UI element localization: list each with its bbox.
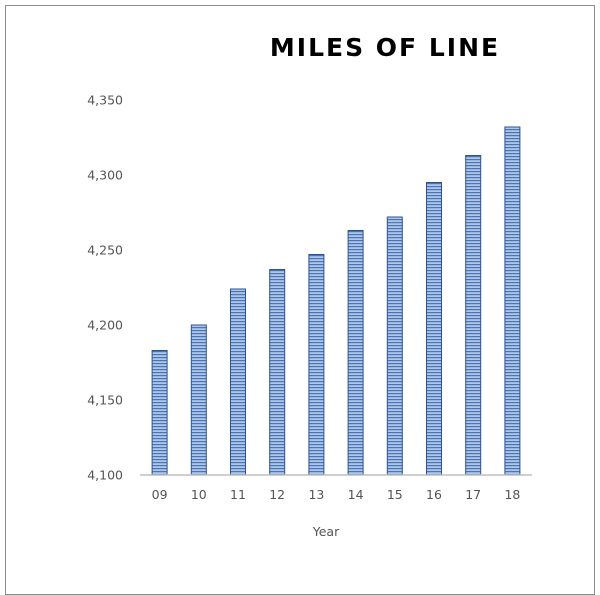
y-tick-label: 4,250 bbox=[87, 243, 123, 258]
x-tick-label: 13 bbox=[308, 487, 324, 502]
y-axis-ticks: 4,100 4,150 4,200 4,250 4,300 4,350 bbox=[87, 93, 123, 483]
y-tick-label: 4,200 bbox=[87, 318, 123, 333]
x-tick-label: 10 bbox=[191, 487, 207, 502]
y-tick-label: 4,350 bbox=[87, 93, 123, 108]
bars-group bbox=[151, 126, 521, 476]
bar-13 bbox=[308, 254, 325, 476]
bar-15 bbox=[386, 216, 403, 476]
x-tick-label: 15 bbox=[387, 487, 403, 502]
x-tick-label: 17 bbox=[465, 487, 481, 502]
chart-frame bbox=[5, 5, 595, 595]
x-tick-label: 18 bbox=[504, 487, 520, 502]
chart-title: MILES OF LINE bbox=[270, 33, 500, 62]
bar-17 bbox=[465, 155, 482, 476]
bar-14 bbox=[347, 230, 364, 476]
y-tick-label: 4,100 bbox=[87, 468, 123, 483]
x-axis-label: Year bbox=[312, 524, 340, 539]
bar-09 bbox=[151, 350, 168, 476]
x-tick-label: 11 bbox=[230, 487, 246, 502]
bar-chart: MILES OF LINE 4,1004,1504,2004,2504,3004… bbox=[87, 33, 532, 539]
y-tick-label: 4,150 bbox=[87, 393, 123, 408]
bar-10 bbox=[190, 324, 207, 476]
bar-12 bbox=[269, 269, 286, 476]
x-tick-label: 14 bbox=[348, 487, 364, 502]
bar-11 bbox=[230, 288, 246, 476]
y-tick-label: 4,300 bbox=[87, 168, 123, 183]
bar-16 bbox=[426, 182, 442, 476]
x-tick-label: 16 bbox=[426, 487, 442, 502]
x-tick-label: 09 bbox=[152, 487, 168, 502]
x-axis-ticks: 09 10 11 12 13 14 15 16 17 18 bbox=[152, 487, 521, 502]
x-tick-label: 12 bbox=[269, 487, 285, 502]
bar-18 bbox=[504, 126, 521, 476]
